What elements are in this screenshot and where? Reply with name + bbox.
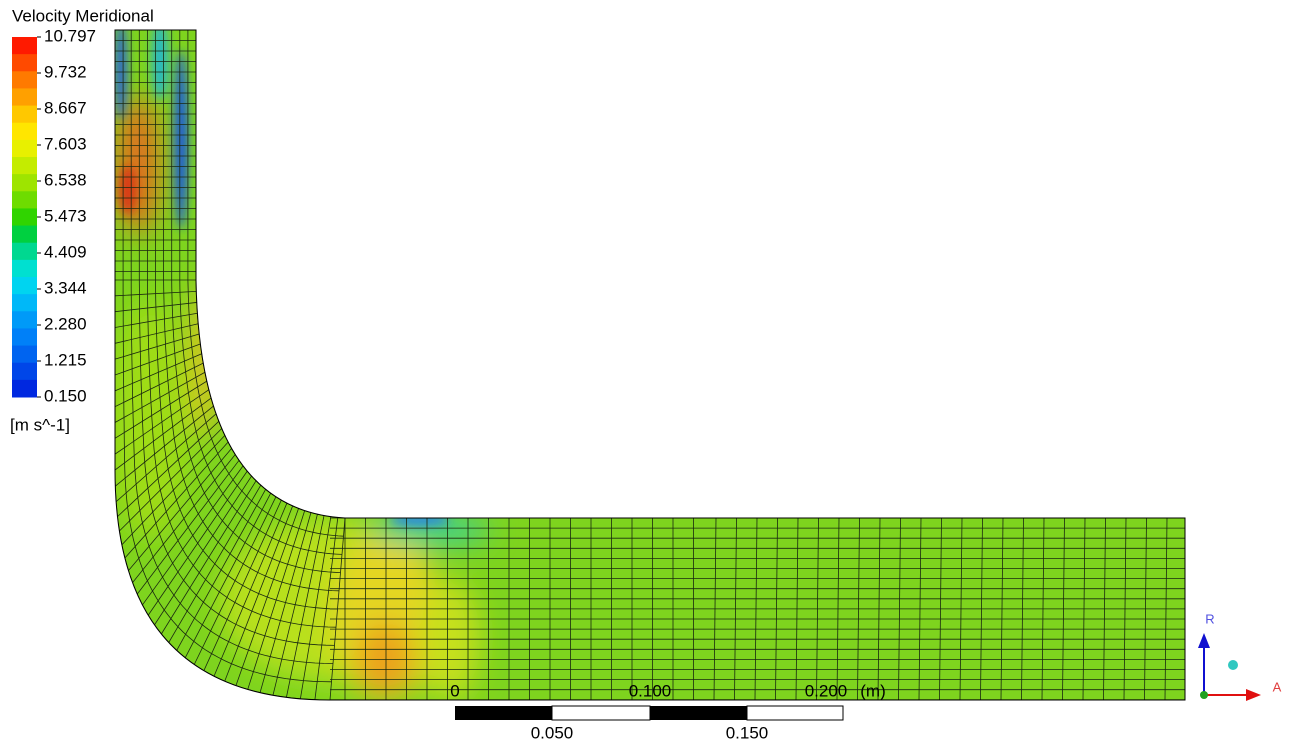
- colorbar-band: [12, 140, 37, 158]
- colorbar-label: 1.215: [44, 350, 87, 369]
- colorbar-band: [12, 380, 37, 398]
- colorbar-band: [12, 277, 37, 295]
- colorbar-label: 8.667: [44, 98, 87, 117]
- colorbar-label: 9.732: [44, 62, 87, 81]
- axis-label: R: [1205, 611, 1214, 626]
- colorbar-label: 3.344: [44, 278, 87, 297]
- colorbar-label: 5.473: [44, 206, 87, 225]
- scale-label: 0.100: [629, 681, 672, 700]
- colorbar-band: [12, 328, 37, 346]
- scale-label: 0.200: [805, 681, 848, 700]
- colorbar-label: 6.538: [44, 170, 87, 189]
- colorbar-band: [12, 363, 37, 381]
- colorbar-band: [12, 294, 37, 312]
- colorbar-band: [12, 106, 37, 124]
- colorbar-band: [12, 174, 37, 192]
- colorbar-band: [12, 191, 37, 209]
- colorbar-label: 4.409: [44, 242, 87, 261]
- colorbar-band: [12, 37, 37, 55]
- colorbar-band: [12, 226, 37, 244]
- colorbar-band: [12, 346, 37, 364]
- colorbar-label: 7.603: [44, 134, 87, 153]
- colorbar-band: [12, 123, 37, 141]
- colorbar-band: [12, 260, 37, 278]
- colorbar-band: [12, 208, 37, 226]
- colorbar-band: [12, 88, 37, 106]
- scale-unit: (m): [860, 681, 885, 700]
- scale-label: 0.050: [531, 723, 574, 742]
- colorbar-label: 10.797: [44, 26, 96, 45]
- scale-label: 0: [450, 681, 459, 700]
- contour-field: [100, 20, 1200, 720]
- legend-unit: [m s^-1]: [10, 415, 70, 434]
- axis-label: A: [1273, 679, 1282, 694]
- legend-title: Velocity Meridional: [12, 6, 154, 25]
- colorbar-label: 0.150: [44, 386, 87, 405]
- colorbar-band: [12, 71, 37, 89]
- viewport: Velocity Meridional 10.797 9.732 8.667 7.60…: [0, 0, 1293, 745]
- colorbar-band: [12, 157, 37, 175]
- axes-triad: R A: [1198, 611, 1282, 701]
- colorbar: 10.797 9.732 8.667 7.603 6.538 5.473 4.409 3.34…: [12, 26, 96, 405]
- colorbar-label: 2.280: [44, 314, 87, 333]
- colorbar-band: [12, 54, 37, 72]
- scale-label: 0.150: [726, 723, 769, 742]
- colorbar-band: [12, 311, 37, 329]
- colorbar-band: [12, 243, 37, 261]
